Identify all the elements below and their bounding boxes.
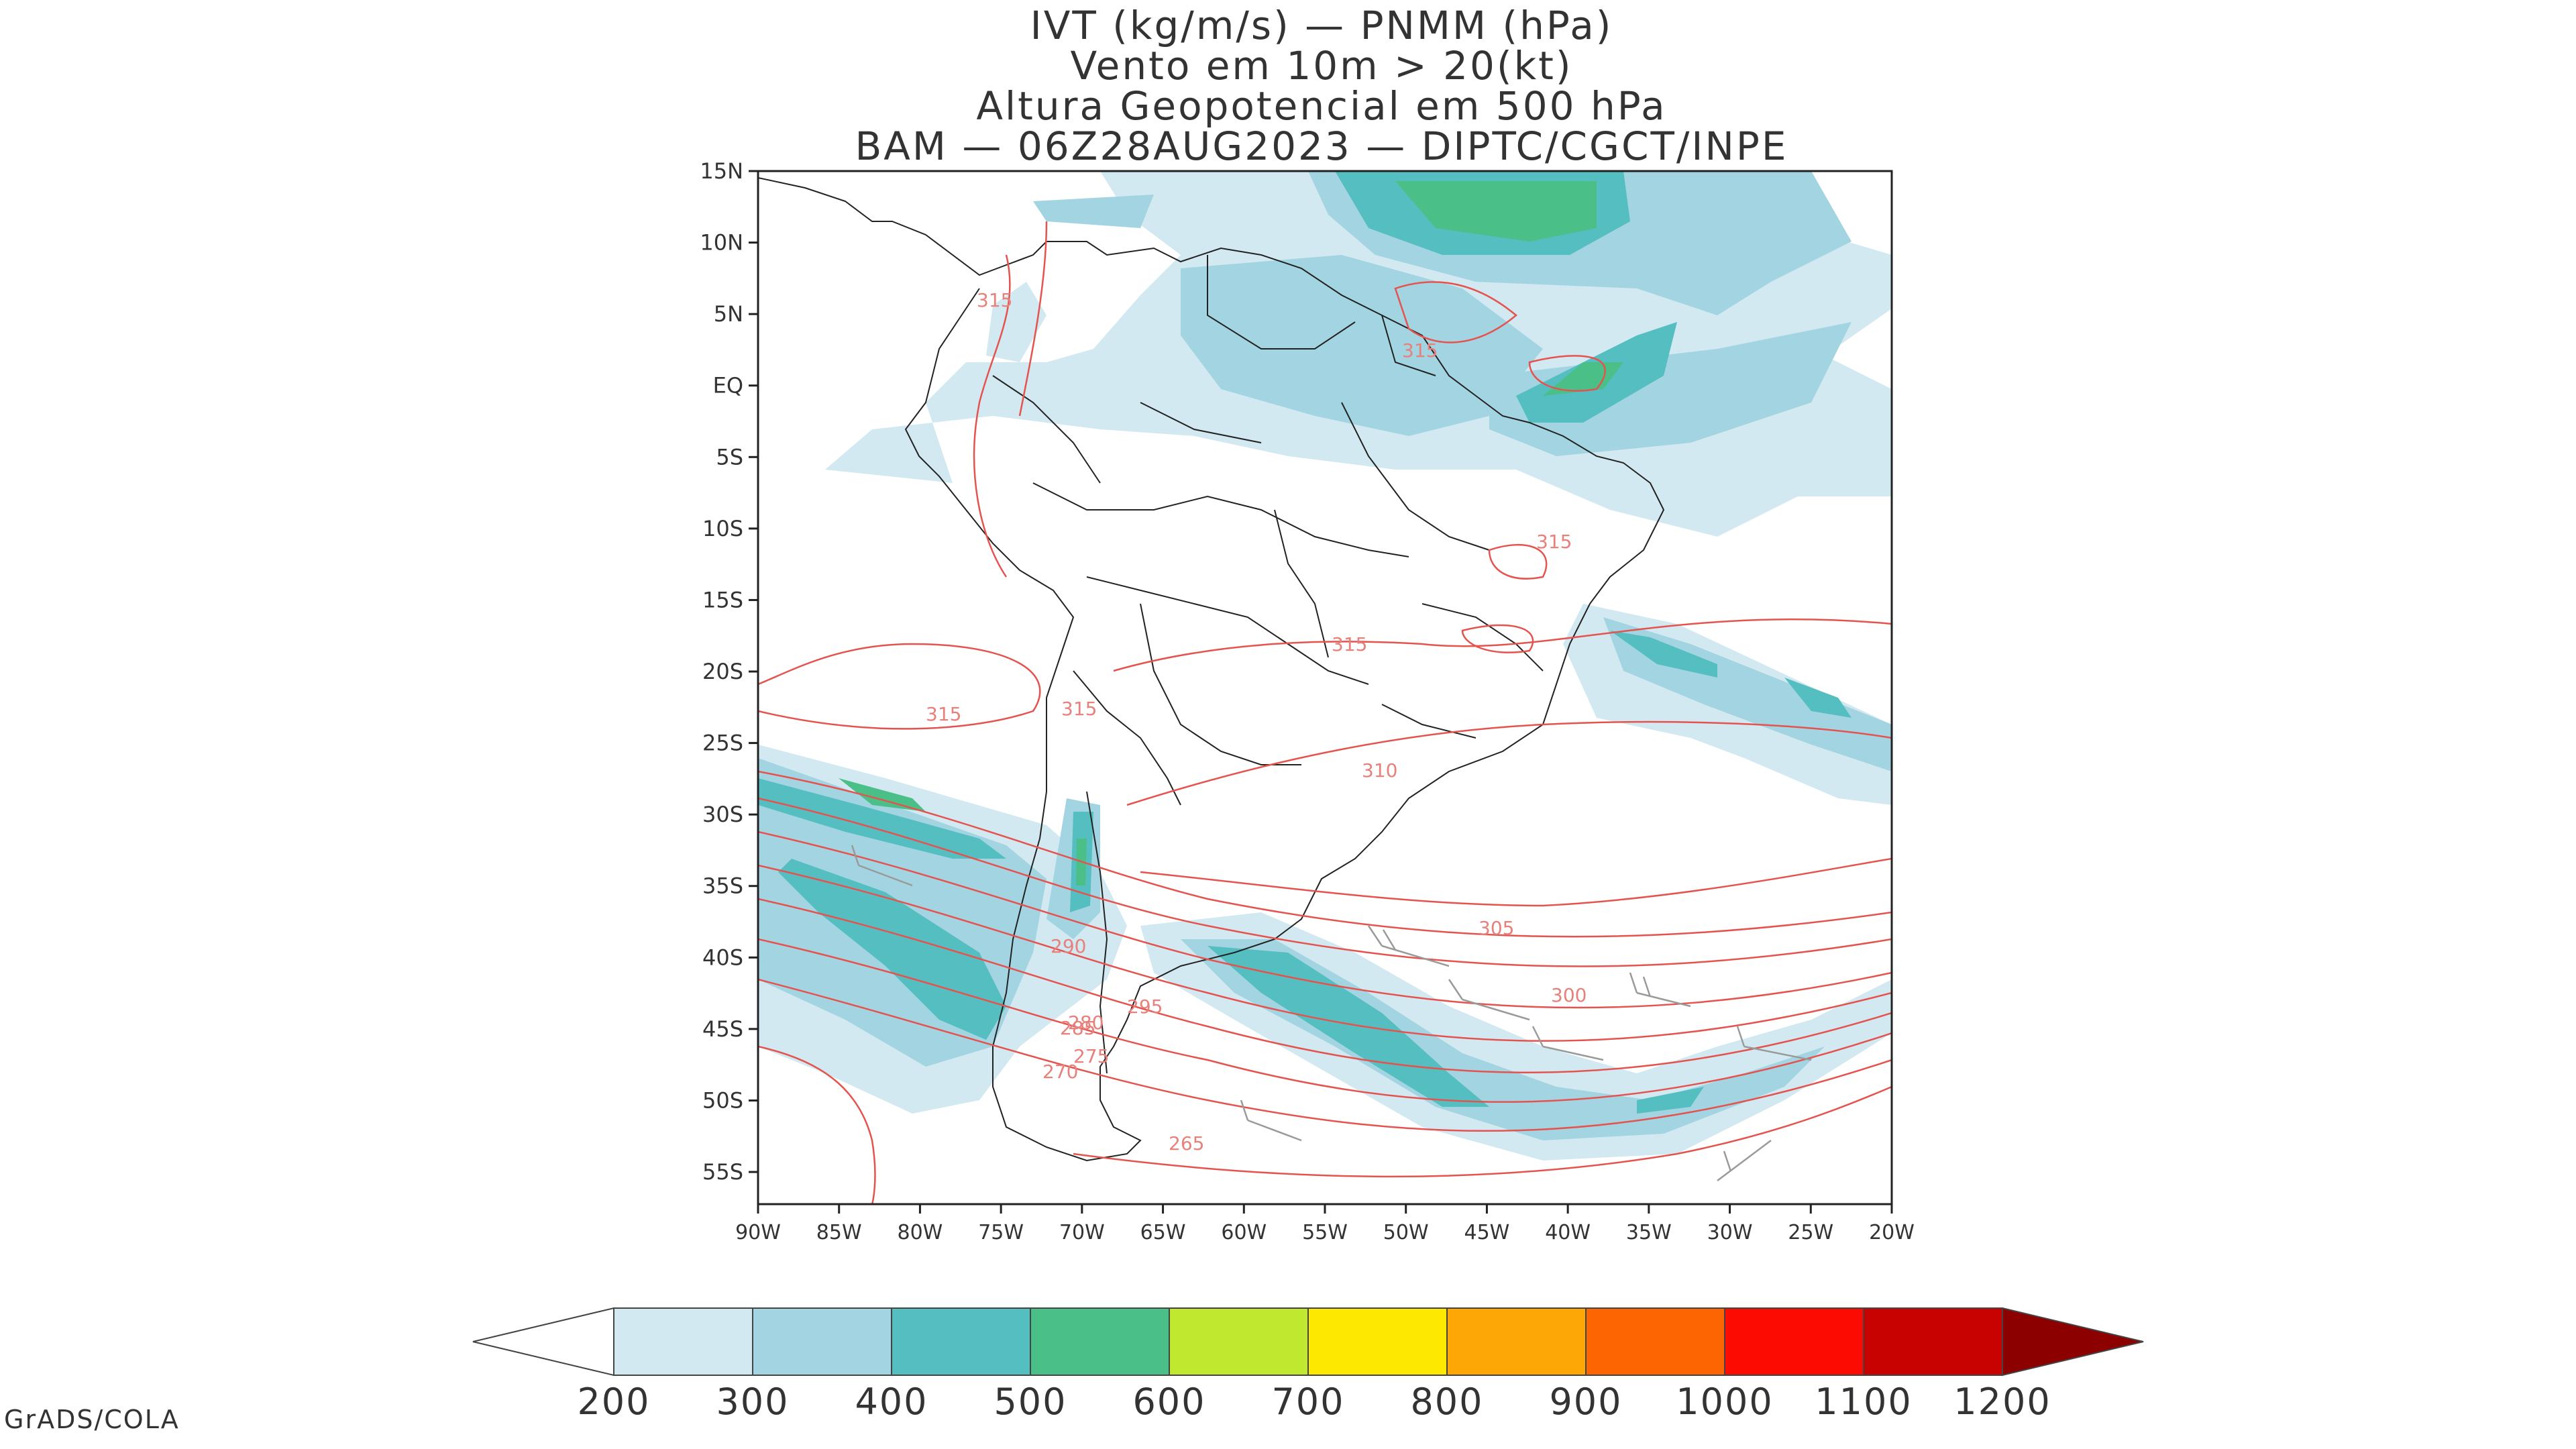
contour-label: 305 [1479, 917, 1514, 939]
lat-tick-label: 5N [714, 301, 743, 327]
contour-label: 275 [1073, 1045, 1109, 1067]
wind-barbs [851, 845, 1812, 1181]
lon-tick-label: 80W [898, 1221, 943, 1244]
colorbar-label: 400 [855, 1381, 928, 1423]
lat-tick-label: 10N [700, 230, 743, 256]
lon-tick-label: 50W [1383, 1221, 1429, 1244]
lat-tick-label: 40S [702, 945, 743, 970]
lat-tick-label: 10S [702, 516, 743, 541]
lon-tick-label: 30W [1707, 1221, 1753, 1244]
colorbar-label: 1100 [1815, 1381, 1912, 1423]
colorbar-swatch [752, 1307, 892, 1376]
title-line-1: IVT (kg/m/s) — PNMM (hPa) [1030, 3, 1613, 48]
lat-tick-label: 45S [702, 1016, 743, 1042]
lat-tick-label: 30S [702, 802, 743, 827]
footer-credit: GrADS/COLA [4, 1405, 180, 1434]
lat-tick-label: 50S [702, 1087, 743, 1113]
contour-label-group: 315 315 315 315 315 315 310 305 300 295 … [926, 289, 1587, 1155]
lon-tick-label: 75W [978, 1221, 1024, 1244]
colorbar-label: 700 [1271, 1381, 1344, 1423]
title-line-4: BAM — 06Z28AUG2023 — DIPTC/CGCT/INPE [855, 123, 1788, 169]
contour-label: 265 [1169, 1132, 1204, 1155]
lat-tick-label: 20S [702, 659, 743, 684]
colorbar-swatch [1585, 1307, 1725, 1376]
colorbar-swatch [1169, 1307, 1309, 1376]
lon-tick-label: 45W [1464, 1221, 1510, 1244]
lon-tick-label: 20W [1869, 1221, 1915, 1244]
contour-label: 300 [1551, 984, 1587, 1006]
colorbar-label: 600 [1132, 1381, 1205, 1423]
colorbar-label: 900 [1549, 1381, 1622, 1423]
lat-tick-label: 55S [702, 1159, 743, 1185]
lon-tick-label: 85W [816, 1221, 862, 1244]
contour-label: 315 [1332, 633, 1367, 655]
latitude-axis: 15N 10N 5N EQ 5S 10S 15S 20S 25S 30S 35S 40S 45S 50S 5… [700, 158, 758, 1185]
lat-tick-label: 25S [702, 731, 743, 756]
colorbar-swatch [1307, 1307, 1448, 1376]
colorbar-swatch [613, 1307, 753, 1376]
geopotential-contours [758, 221, 1892, 1204]
colorbar: 200 300 400 500 600 700 800 900 1000 1100 1200 [472, 1307, 2144, 1423]
colorbar-upper-arrow [2002, 1307, 2144, 1377]
ivt-shading [758, 171, 1892, 1161]
lon-tick-label: 65W [1140, 1221, 1186, 1244]
coastlines [758, 177, 1665, 1162]
lon-tick-label: 70W [1059, 1221, 1105, 1244]
lon-tick-label: 90W [735, 1221, 781, 1244]
colorbar-label: 800 [1410, 1381, 1483, 1423]
colorbar-swatch [1446, 1307, 1587, 1376]
contour-label: 315 [977, 289, 1012, 311]
colorbar-lower-arrow [472, 1307, 614, 1377]
lat-tick-label: 5S [716, 444, 743, 470]
contour-label: 315 [1402, 339, 1438, 362]
contour-label: 270 [1042, 1061, 1078, 1083]
colorbar-label: 200 [577, 1381, 650, 1423]
lat-tick-label: 15S [702, 587, 743, 612]
lat-tick-label: 15N [700, 158, 743, 184]
longitude-axis: 90W 85W 80W 75W 70W 65W 60W 55W 50W 45W 40W 35W 30W 2… [735, 1204, 1915, 1244]
lon-tick-label: 40W [1545, 1221, 1591, 1244]
contour-label: 285 [1060, 1017, 1095, 1039]
colorbar-label: 1200 [1953, 1381, 2051, 1423]
title-line-2: Vento em 10m > 20(kt) [1070, 43, 1573, 89]
contour-label: 315 [926, 703, 961, 725]
lat-tick-label: EQ [713, 373, 743, 398]
lon-tick-label: 25W [1788, 1221, 1833, 1244]
lat-tick-label: 35S [702, 873, 743, 899]
lon-tick-label: 55W [1302, 1221, 1348, 1244]
colorbar-swatch [1724, 1307, 1864, 1376]
contour-label: 280 [1068, 1012, 1104, 1034]
colorbar-label: 300 [716, 1381, 789, 1423]
colorbar-label: 1000 [1676, 1381, 1773, 1423]
contour-label: 310 [1362, 759, 1397, 782]
lon-tick-label: 60W [1221, 1221, 1267, 1244]
contour-label: 315 [1536, 531, 1572, 553]
colorbar-swatch [1030, 1307, 1170, 1376]
colorbar-swatch [891, 1307, 1031, 1376]
map-title: IVT (kg/m/s) — PNMM (hPa) Vento em 10m >… [0, 5, 2576, 166]
lon-tick-label: 35W [1626, 1221, 1672, 1244]
colorbar-swatch [1863, 1307, 2003, 1376]
title-line-3: Altura Geopotencial em 500 hPa [976, 83, 1667, 129]
colorbar-label: 500 [994, 1381, 1067, 1423]
contour-label: 315 [1061, 698, 1097, 720]
contour-label: 290 [1051, 935, 1086, 957]
contour-label: 295 [1127, 996, 1163, 1018]
